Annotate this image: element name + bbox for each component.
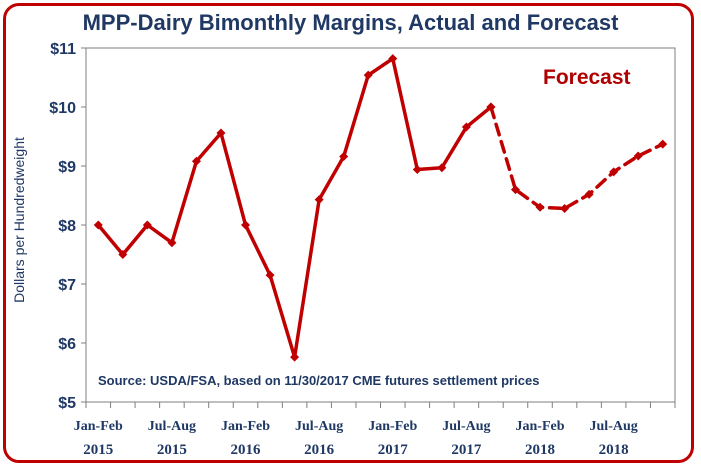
y-tick-label: $10 xyxy=(49,100,76,117)
actual-data-point xyxy=(363,70,373,80)
forecast-data-point xyxy=(560,203,570,213)
forecast-data-point xyxy=(486,102,496,112)
forecast-data-point xyxy=(584,189,594,199)
y-tick-label: $5 xyxy=(58,395,76,412)
actual-data-point xyxy=(167,238,177,248)
x-tick-label: Jul-Aug xyxy=(442,419,490,434)
x-tick-label: Jan-Feb xyxy=(74,419,123,434)
actual-data-point xyxy=(216,128,226,138)
y-tick-label: $6 xyxy=(58,336,76,353)
x-tick-label: Jan-Feb xyxy=(221,419,270,434)
plot-area xyxy=(85,47,676,403)
chart-frame xyxy=(3,3,694,463)
actual-data-point xyxy=(437,163,447,173)
actual-data-point xyxy=(241,220,251,230)
x-tick-label: Jul-Aug xyxy=(148,419,196,434)
forecast-data-point xyxy=(633,151,643,161)
actual-data-point xyxy=(461,122,471,132)
actual-data-point xyxy=(388,54,398,64)
x-tick-label-year: 2017 xyxy=(378,442,409,458)
actual-data-point xyxy=(142,220,152,230)
forecast-data-point xyxy=(658,139,668,149)
x-tick-label-year: 2015 xyxy=(83,442,113,458)
source-note: Source: USDA/FSA, based on 11/30/2017 CM… xyxy=(98,373,540,388)
forecast-annotation: Forecast xyxy=(543,66,631,89)
y-tick-label: $11 xyxy=(50,41,76,58)
actual-data-point xyxy=(314,195,324,205)
actual-data-point xyxy=(93,220,103,230)
x-tick-label-year: 2018 xyxy=(525,442,555,458)
x-tick-label: Jan-Feb xyxy=(516,419,565,434)
forecast-data-point xyxy=(609,167,619,177)
x-tick-label-year: 2017 xyxy=(451,442,482,458)
actual-data-point xyxy=(265,270,275,280)
x-tick-label-year: 2016 xyxy=(304,442,335,458)
forecast-series-line xyxy=(489,105,665,211)
forecast-data-point xyxy=(510,185,520,195)
actual-series-line xyxy=(96,56,493,359)
actual-data-point xyxy=(339,152,349,162)
x-tick-label: Jan-Feb xyxy=(368,419,417,434)
chart-title: MPP-Dairy Bimonthly Margins, Actual and … xyxy=(82,10,619,35)
y-tick-label: $9 xyxy=(58,159,76,176)
y-tick-label: $8 xyxy=(58,218,76,235)
actual-data-point xyxy=(118,250,128,259)
actual-data-point xyxy=(412,165,422,175)
x-tick-label-year: 2016 xyxy=(231,442,262,458)
x-tick-label-year: 2015 xyxy=(157,442,187,458)
x-tick-label: Jul-Aug xyxy=(295,419,343,434)
x-tick-label: Jul-Aug xyxy=(590,419,638,434)
actual-data-point xyxy=(290,352,300,362)
y-tick-label: $7 xyxy=(58,277,76,294)
x-tick-label-year: 2018 xyxy=(599,442,629,458)
actual-data-point xyxy=(191,156,201,166)
forecast-data-point xyxy=(535,202,545,212)
